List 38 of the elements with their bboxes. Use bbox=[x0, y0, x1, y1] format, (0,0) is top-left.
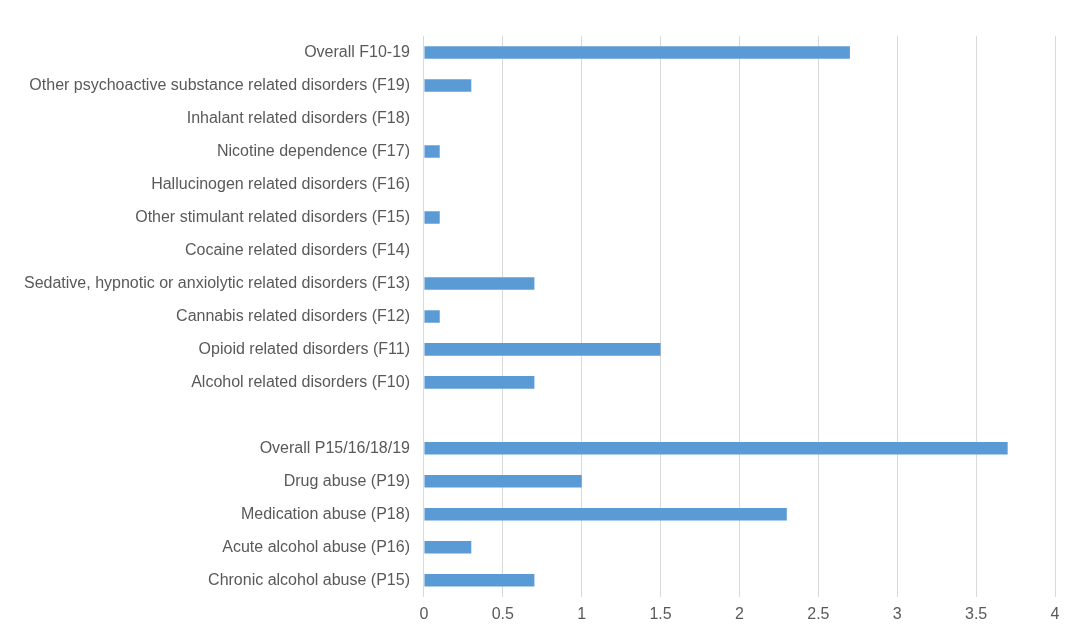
y-tick-label: Cocaine related disorders (F14) bbox=[184, 240, 410, 258]
bar bbox=[424, 211, 440, 224]
bar bbox=[424, 574, 535, 587]
x-tick-label: 4 bbox=[1050, 604, 1060, 622]
bar bbox=[424, 310, 440, 323]
y-tick-label: Sedative, hypnotic or anxiolytic related disorders (F13) bbox=[23, 273, 410, 291]
y-tick-label: Cannabis related disorders (F12) bbox=[176, 306, 410, 324]
x-tick-label: 0.5 bbox=[491, 604, 515, 622]
x-tick-label: 3.5 bbox=[965, 604, 988, 622]
bar bbox=[424, 145, 440, 158]
bar bbox=[424, 475, 582, 488]
bar bbox=[424, 508, 787, 521]
bar bbox=[424, 343, 661, 356]
x-tick-label: 2.5 bbox=[807, 604, 830, 622]
y-tick-label: Inhalant related disorders (F18) bbox=[186, 108, 410, 126]
y-tick-label: Hallucinogen related disorders (F16) bbox=[151, 174, 410, 192]
y-tick-label: Overall F10-19 bbox=[304, 42, 411, 60]
y-tick-label: Drug abuse (P19) bbox=[283, 471, 410, 489]
bar bbox=[424, 277, 535, 290]
y-tick-label: Medication abuse (P18) bbox=[240, 504, 410, 522]
y-tick-label: Nicotine dependence (F17) bbox=[216, 141, 410, 159]
y-tick-label: Opioid related disorders (F11) bbox=[198, 339, 410, 357]
bar bbox=[424, 541, 472, 554]
y-tick-label: Other stimulant related disorders (F15) bbox=[135, 207, 410, 225]
y-tick-label: Chronic alcohol abuse (P15) bbox=[208, 570, 410, 588]
y-tick-label: Alcohol related disorders (F10) bbox=[191, 372, 410, 390]
x-tick-label: 1.5 bbox=[649, 604, 672, 622]
y-tick-label: Overall P15/16/18/19 bbox=[259, 438, 411, 456]
bar bbox=[424, 376, 535, 389]
y-tick-label: Acute alcohol abuse (P16) bbox=[222, 537, 410, 555]
x-tick-label: 2 bbox=[735, 604, 745, 622]
x-tick-label: 3 bbox=[892, 604, 902, 622]
x-tick-label: 1 bbox=[577, 604, 587, 622]
bar bbox=[424, 46, 850, 59]
bar bbox=[424, 79, 472, 92]
x-tick-label: 0 bbox=[419, 604, 429, 622]
y-tick-label: Other psychoactive substance related disorders (F19) bbox=[29, 75, 410, 93]
bar bbox=[424, 442, 1008, 455]
